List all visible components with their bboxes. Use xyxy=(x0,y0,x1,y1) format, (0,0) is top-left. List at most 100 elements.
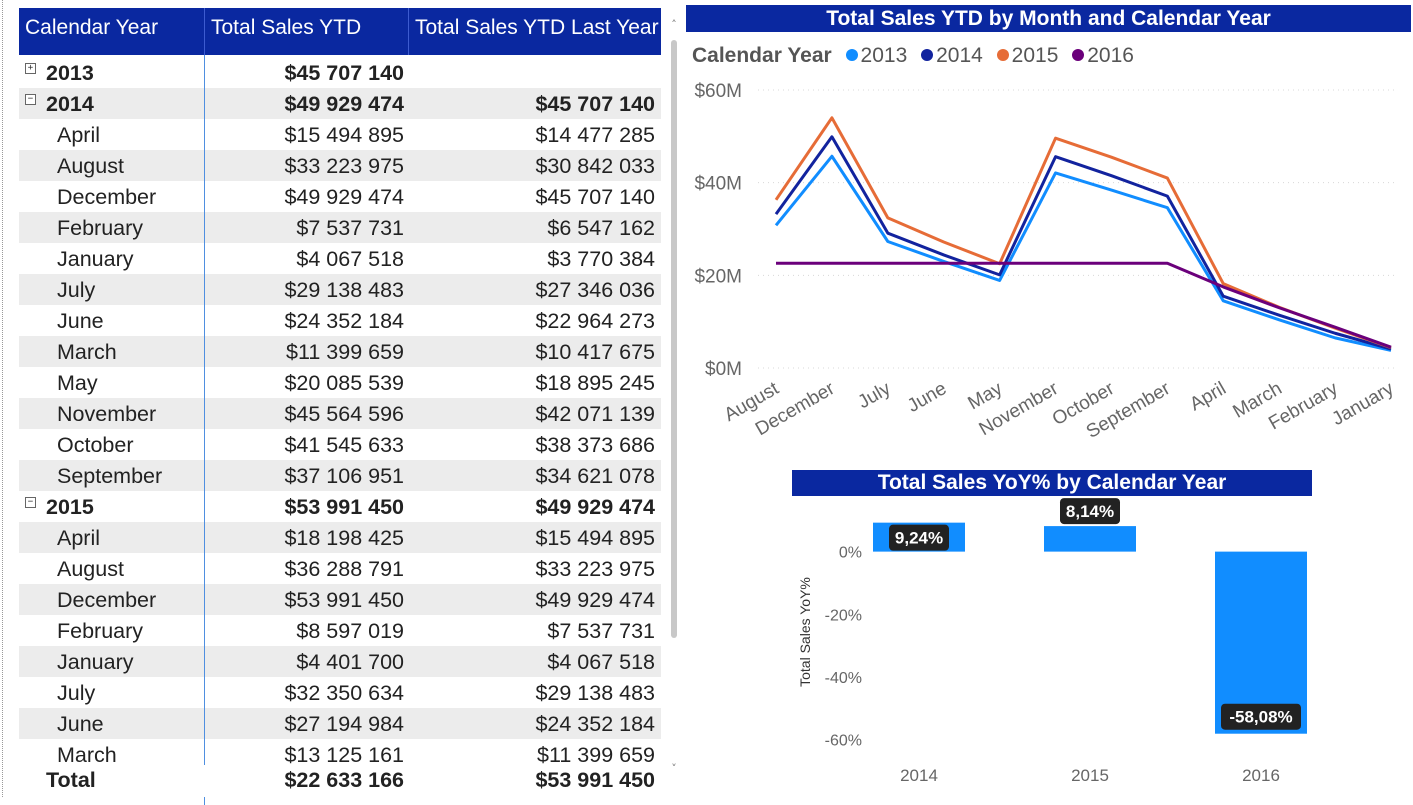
cell-total-sales-ytd-last-year: $6 547 162 xyxy=(547,216,655,240)
legend-item-2013[interactable]: 2013 xyxy=(845,44,907,67)
row-label: May xyxy=(57,371,98,395)
month-row[interactable]: December $53 991 450 $49 929 474 xyxy=(19,584,661,615)
row-label: July xyxy=(57,681,96,705)
collapse-icon[interactable]: − xyxy=(25,497,36,508)
row-label: March xyxy=(57,743,117,767)
header-total-sales-ytd-last-year[interactable]: Total Sales YTD Last Year xyxy=(415,16,659,39)
cell-total-sales-ytd: $29 138 483 xyxy=(284,278,404,302)
month-row[interactable]: April $15 494 895 $14 477 285 xyxy=(19,119,661,150)
legend-item-2014[interactable]: 2014 xyxy=(921,44,983,67)
y-tick-label: -40% xyxy=(825,670,862,687)
row-label: January xyxy=(57,247,134,271)
cell-total-sales-ytd-last-year: $38 373 686 xyxy=(535,433,655,457)
row-label: 2013 xyxy=(46,61,94,85)
cell-total-sales-ytd: $15 494 895 xyxy=(284,123,404,147)
line-chart-title: Total Sales YTD by Month and Calendar Ye… xyxy=(686,5,1411,32)
header-calendar-year[interactable]: Calendar Year xyxy=(19,8,205,55)
scroll-thumb[interactable] xyxy=(671,40,677,638)
legend-item-2016[interactable]: 2016 xyxy=(1072,44,1134,67)
expand-icon[interactable]: + xyxy=(25,63,36,74)
month-row[interactable]: February $7 537 731 $6 547 162 xyxy=(19,212,661,243)
scroll-down-icon[interactable]: ˅ xyxy=(671,762,677,775)
total-label: Total xyxy=(46,768,96,792)
cell-total-sales-ytd: $37 106 951 xyxy=(284,464,404,488)
month-row[interactable]: November $45 564 596 $42 071 139 xyxy=(19,398,661,429)
row-label: August xyxy=(57,154,124,178)
series-line-2016[interactable] xyxy=(776,261,1392,349)
cell-total-sales-ytd: $4 067 518 xyxy=(296,247,404,271)
month-row[interactable]: March $13 125 161 $11 399 659 xyxy=(19,739,661,770)
yoy-bar-2016[interactable] xyxy=(1215,551,1307,734)
cell-total-sales-ytd-last-year: $3 770 384 xyxy=(547,247,655,271)
x-tick-label: 2014 xyxy=(900,766,938,785)
row-label: 2014 xyxy=(46,92,94,116)
month-row[interactable]: July $29 138 483 $27 346 036 xyxy=(19,274,661,305)
month-row[interactable]: April $18 198 425 $15 494 895 xyxy=(19,522,661,553)
y-tick-label: -60% xyxy=(825,733,862,750)
row-label: March xyxy=(57,340,117,364)
scroll-up-icon[interactable]: ˄ xyxy=(671,18,677,31)
x-tick-label: 2016 xyxy=(1242,766,1280,785)
row-label: November xyxy=(57,402,157,426)
header-total-sales-ytd[interactable]: Total Sales YTD xyxy=(205,8,409,55)
month-row[interactable]: July $32 350 634 $29 138 483 xyxy=(19,677,661,708)
cell-total-sales-ytd-last-year: $11 399 659 xyxy=(537,743,655,767)
cell-total-sales-ytd: $36 288 791 xyxy=(284,557,404,581)
cell-total-sales-ytd-last-year: $42 071 139 xyxy=(535,402,655,426)
series-line-2013[interactable] xyxy=(774,154,1392,352)
row-label: April xyxy=(57,123,101,147)
year-row[interactable]: −2014 $49 929 474 $45 707 140 xyxy=(19,88,661,119)
y-tick-label: $20M xyxy=(694,266,742,287)
total-sales-ytd: $22 633 166 xyxy=(284,768,404,792)
cell-total-sales-ytd: $41 545 633 xyxy=(284,433,404,457)
month-row[interactable]: March $11 399 659 $10 417 675 xyxy=(19,336,661,367)
row-label: October xyxy=(57,433,134,457)
legend-item-2015[interactable]: 2015 xyxy=(996,44,1058,67)
month-row[interactable]: May $20 085 539 $18 895 245 xyxy=(19,367,661,398)
y-tick-label: $0M xyxy=(705,359,742,380)
x-tick-label: January xyxy=(1328,378,1397,430)
legend-title: Calendar Year xyxy=(692,44,832,67)
series-line-2014[interactable] xyxy=(774,135,1392,351)
x-tick-label: July xyxy=(855,378,895,413)
matrix-scrollbar[interactable]: ˄ ˅ xyxy=(668,18,680,778)
cell-total-sales-ytd: $33 223 975 xyxy=(284,154,404,178)
cell-total-sales-ytd-last-year: $18 895 245 xyxy=(535,371,655,395)
cell-total-sales-ytd: $8 597 019 xyxy=(296,619,404,643)
row-label: December xyxy=(57,185,157,209)
month-row[interactable]: October $41 545 633 $38 373 686 xyxy=(19,429,661,460)
cell-total-sales-ytd: $53 991 450 xyxy=(284,495,404,519)
y-tick-label: $40M xyxy=(694,174,742,195)
data-label: 9,24% xyxy=(889,524,949,551)
yoy-bar-2015[interactable] xyxy=(1044,526,1136,552)
cell-total-sales-ytd-last-year: $45 707 140 xyxy=(535,185,655,209)
month-row[interactable]: August $33 223 975 $30 842 033 xyxy=(19,150,661,181)
month-row[interactable]: February $8 597 019 $7 537 731 xyxy=(19,615,661,646)
y-axis-title: Total Sales YoY% xyxy=(797,577,813,687)
data-label: 8,14% xyxy=(1060,498,1120,525)
month-row[interactable]: January $4 401 700 $4 067 518 xyxy=(19,646,661,677)
svg-text:9,24%: 9,24% xyxy=(895,529,943,548)
month-row[interactable]: August $36 288 791 $33 223 975 xyxy=(19,553,661,584)
matrix-body: +2013 $45 707 140−2014 $49 929 474 $45 707 … xyxy=(19,57,661,770)
legend-dot-icon xyxy=(1072,49,1085,61)
matrix-header: Calendar Year Total Sales YTD Total Sale… xyxy=(19,8,661,55)
row-label: December xyxy=(57,588,157,612)
year-row[interactable]: +2013 $45 707 140 xyxy=(19,57,661,88)
legend-dot-icon xyxy=(845,49,858,61)
collapse-icon[interactable]: − xyxy=(25,94,36,105)
y-tick-label: 0% xyxy=(839,545,862,562)
month-row[interactable]: September $37 106 951 $34 621 078 xyxy=(19,460,661,491)
month-row[interactable]: June $24 352 184 $22 964 273 xyxy=(19,305,661,336)
month-row[interactable]: June $27 194 984 $24 352 184 xyxy=(19,708,661,739)
month-row[interactable]: December $49 929 474 $45 707 140 xyxy=(19,181,661,212)
row-label: February xyxy=(57,216,144,240)
month-row[interactable]: January $4 067 518 $3 770 384 xyxy=(19,243,661,274)
cell-total-sales-ytd-last-year: $24 352 184 xyxy=(535,712,655,736)
cell-total-sales-ytd-last-year: $14 477 285 xyxy=(535,123,655,147)
cell-total-sales-ytd: $11 399 659 xyxy=(286,340,404,364)
cell-total-sales-ytd: $18 198 425 xyxy=(284,526,404,550)
matrix-total-row: Total $22 633 166 $53 991 450 xyxy=(19,765,661,797)
year-row[interactable]: −2015 $53 991 450 $49 929 474 xyxy=(19,491,661,522)
